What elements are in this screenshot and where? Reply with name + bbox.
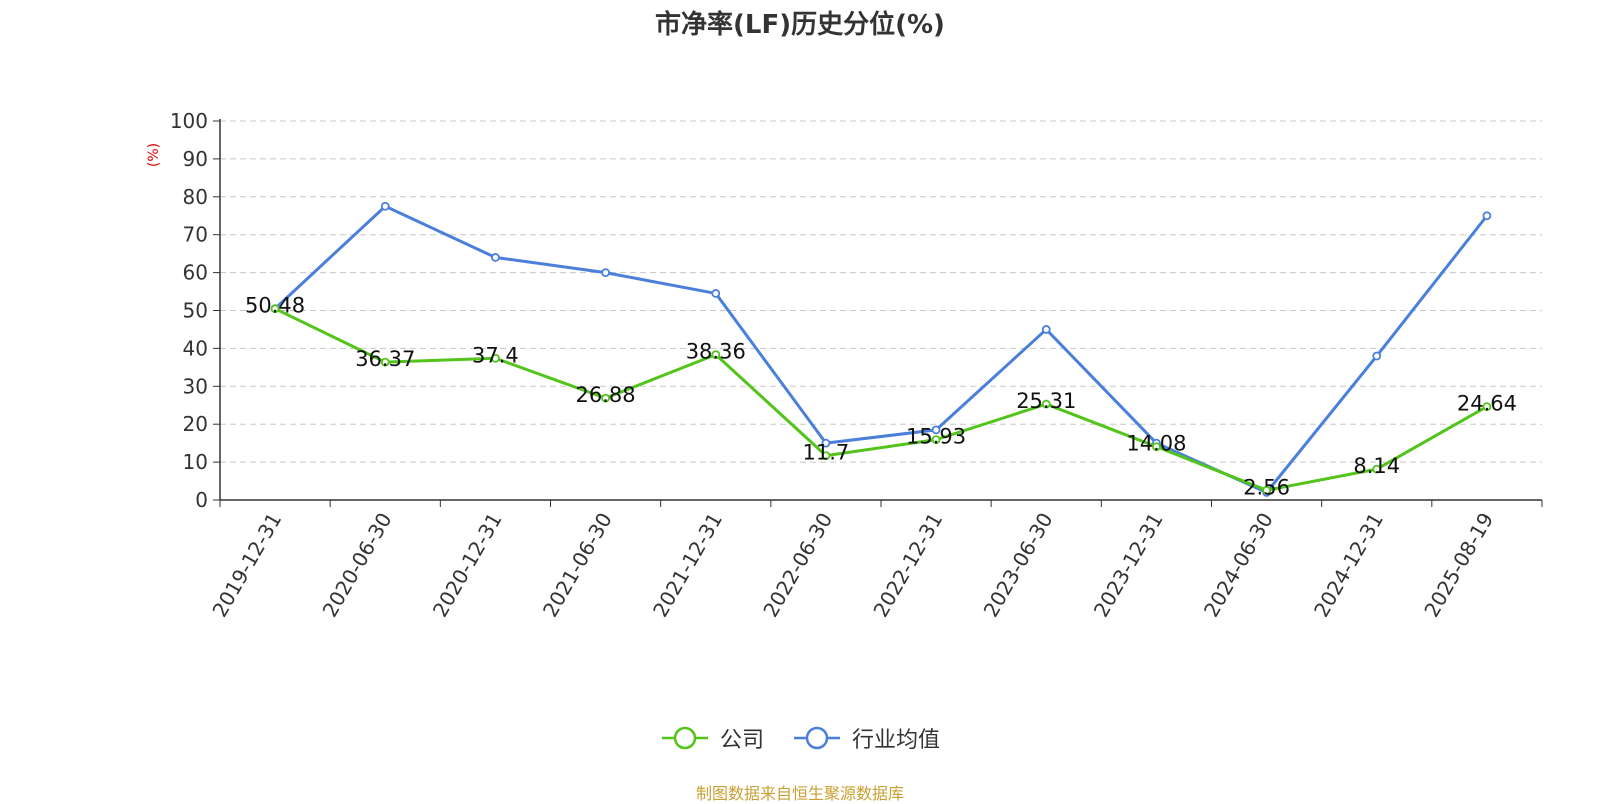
data-point[interactable] [1482, 402, 1492, 412]
source-note: 制图数据来自恒生聚源数据库 [695, 784, 904, 803]
y-tick-label: 90 [183, 147, 208, 171]
series [270, 201, 1492, 497]
data-point[interactable] [1372, 464, 1382, 474]
data-point[interactable] [821, 438, 831, 448]
data-label: 8.14 [1353, 454, 1400, 478]
x-tick-label: 2025-08-19 [1419, 509, 1498, 622]
x-tick-label: 2022-12-31 [868, 508, 947, 621]
data-point[interactable] [1372, 351, 1382, 361]
data-label: 26.88 [576, 383, 636, 407]
x-tick-label: 2020-12-31 [428, 508, 507, 621]
data-point[interactable] [1262, 485, 1271, 495]
legend-line-circle-icon [661, 726, 708, 750]
legend-item-industry-average[interactable]: 行业均值 [792, 722, 940, 754]
y-tick-label: 0 [195, 488, 208, 512]
y-tick-label: 80 [183, 185, 208, 209]
data-point[interactable] [1041, 399, 1051, 409]
x-tick-label: 2021-06-30 [538, 509, 617, 622]
data-label: 14.08 [1126, 432, 1186, 456]
data-label: 38.36 [686, 340, 746, 364]
data-labels: 50.48 36.37 37.4 26.88 38.36 11.7 15.93 25.31 14… [245, 294, 1517, 500]
data-point[interactable] [821, 451, 831, 461]
data-label: 36.37 [355, 347, 415, 371]
data-point[interactable] [931, 425, 941, 435]
series-line [274, 307, 1488, 492]
legend: 公司 行业均值 [0, 722, 1600, 754]
x-tick-label: 2020-06-30 [318, 509, 397, 622]
data-point[interactable] [601, 393, 610, 403]
y-tick-label: 40 [183, 336, 208, 360]
y-tick-label: 30 [183, 374, 208, 398]
data-point[interactable] [601, 268, 610, 278]
data-label: 15.93 [906, 425, 966, 449]
data-point[interactable] [491, 353, 500, 363]
x-tick-label: 2022-06-30 [758, 509, 837, 622]
data-point[interactable] [380, 201, 390, 211]
data-point[interactable] [711, 350, 721, 360]
data-label: 25.31 [1016, 389, 1076, 413]
y-tick-label: 100 [170, 109, 208, 133]
x-tick-label: 2019-12-31 [207, 509, 286, 622]
y-tick-label: 50 [183, 299, 208, 323]
x-tick-label: 2023-06-30 [979, 509, 1058, 622]
legend-item-company[interactable]: 公司 [660, 722, 764, 754]
data-label: 11.7 [803, 441, 850, 465]
x-tick-label: 2023-12-31 [1089, 509, 1168, 622]
y-tick-label: 10 [183, 450, 208, 474]
data-point[interactable] [380, 357, 390, 367]
legend-label-industry-average: 行业均值 [852, 728, 941, 753]
chart-title: 市净率(LF)历史分位(%) [655, 10, 945, 40]
data-point[interactable] [1152, 442, 1161, 452]
data-point[interactable] [1041, 325, 1051, 334]
data-label: 37.4 [472, 343, 519, 367]
x-tick-label: 2021-12-31 [648, 509, 727, 622]
y-tick-label: 60 [183, 261, 208, 285]
x-tick-label: 2024-12-31 [1309, 509, 1388, 622]
y-axis-label: (%) [146, 143, 162, 167]
data-point[interactable] [931, 435, 941, 445]
data-point[interactable] [270, 304, 280, 314]
grid-lines [220, 120, 1542, 463]
x-tick-label: 2024-06-30 [1199, 509, 1278, 622]
series-line [274, 204, 1489, 494]
legend-line-circle-icon [794, 726, 840, 750]
data-point[interactable] [1482, 211, 1492, 221]
data-label: 24.64 [1457, 392, 1517, 416]
data-point[interactable] [491, 253, 500, 262]
data-label: 2.56 [1243, 475, 1290, 499]
data-point[interactable] [711, 289, 721, 298]
y-tick-label: 20 [183, 412, 208, 436]
legend-label-company: 公司 [719, 728, 764, 753]
y-tick-label: 70 [183, 223, 208, 247]
data-label: 50.48 [245, 294, 305, 318]
